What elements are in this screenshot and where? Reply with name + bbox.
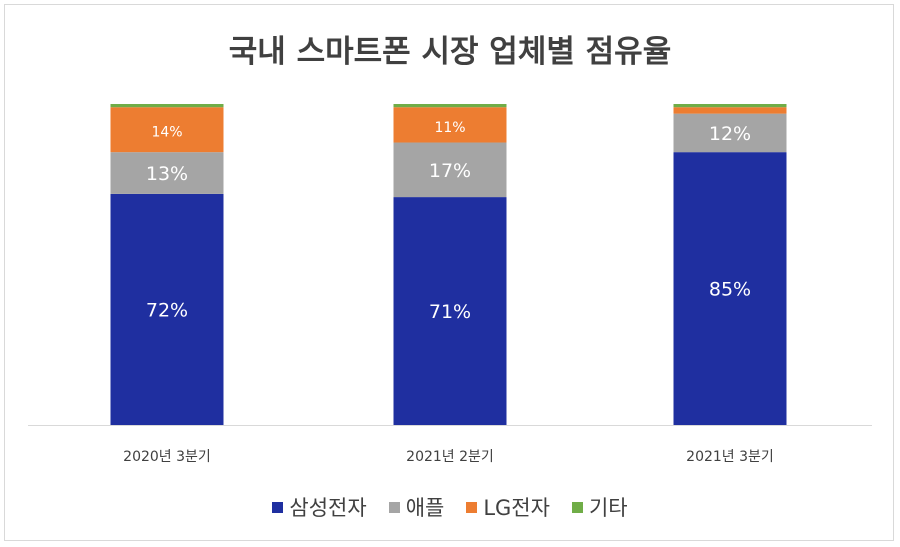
data-label: 12% — [709, 123, 751, 145]
legend-swatch-icon — [466, 501, 478, 513]
data-label: 17% — [429, 160, 471, 182]
bar-segment — [673, 107, 787, 114]
legend-swatch-icon — [388, 501, 400, 513]
bar-segment — [110, 193, 224, 425]
legend-item: 기타 — [571, 492, 628, 522]
legend-item: LG전자 — [466, 492, 550, 522]
data-label: 11% — [434, 120, 465, 136]
legend-swatch-icon — [272, 501, 284, 513]
data-label: 85% — [709, 279, 751, 301]
chart-legend: 삼성전자 애플 LG전자 기타 — [0, 492, 900, 522]
legend-item: 삼성전자 — [272, 492, 367, 522]
legend-label: 애플 — [405, 496, 445, 520]
bar-segment — [393, 142, 507, 198]
bar-segment — [393, 107, 507, 143]
bar-segment — [393, 104, 507, 108]
legend-label: LG전자 — [483, 496, 550, 520]
bar-segment — [673, 104, 787, 108]
legend-item: 애플 — [388, 492, 445, 522]
x-tick-label: 2021년 2분기 — [406, 449, 494, 465]
bar-segment — [110, 152, 224, 194]
x-tick-label: 2020년 3분기 — [123, 449, 211, 465]
data-label: 71% — [429, 301, 471, 323]
bar-segment — [110, 104, 224, 108]
chart-title: 국내 스마트폰 시장 업체별 점유율 — [228, 34, 672, 70]
bar-segment — [673, 152, 787, 425]
bar-segment — [673, 113, 787, 153]
legend-swatch-icon — [571, 501, 583, 513]
data-label: 14% — [151, 125, 182, 141]
bar-segment — [110, 107, 224, 153]
data-label: 13% — [146, 163, 188, 185]
legend-label: 삼성전자 — [289, 496, 367, 520]
legend-label: 기타 — [588, 496, 628, 520]
x-tick-label: 2021년 3분기 — [686, 449, 774, 465]
data-label: 72% — [146, 299, 188, 321]
bar-segment — [393, 197, 507, 425]
chart-frame — [4, 4, 894, 541]
